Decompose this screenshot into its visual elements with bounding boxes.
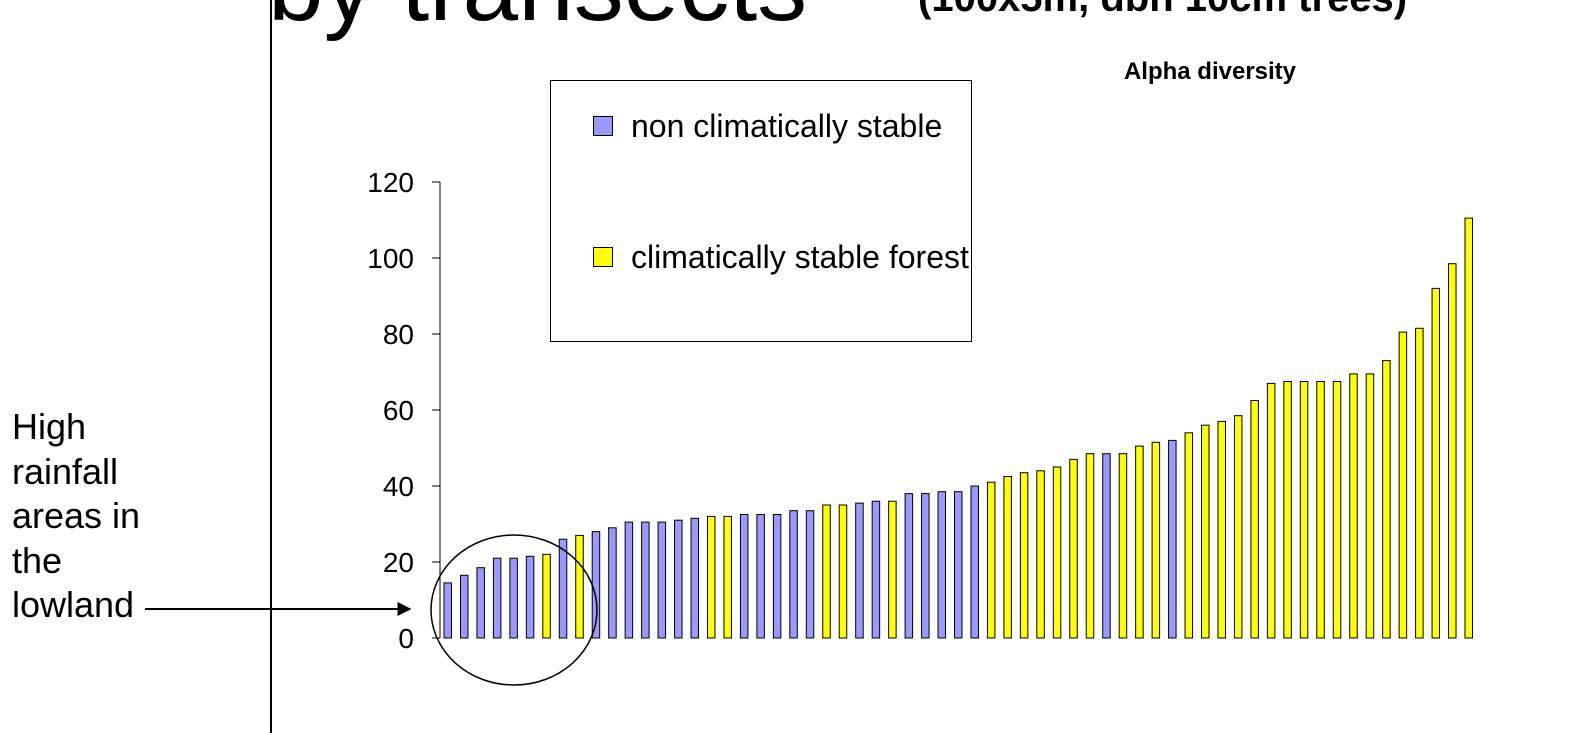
bar bbox=[1365, 373, 1375, 639]
bar bbox=[1415, 327, 1424, 639]
y-axis: 0 20 40 60 80 100 120 bbox=[367, 167, 441, 654]
bar bbox=[575, 534, 584, 639]
bar bbox=[888, 500, 897, 639]
bar bbox=[1464, 217, 1473, 639]
legend: non climatically stable climatically sta… bbox=[550, 80, 972, 342]
bar bbox=[1382, 360, 1391, 639]
bar bbox=[1398, 331, 1408, 639]
bar bbox=[937, 491, 947, 639]
bar bbox=[789, 510, 798, 639]
bar bbox=[690, 517, 700, 639]
bar bbox=[558, 538, 568, 639]
bar bbox=[739, 514, 749, 639]
slide-title: by transects bbox=[268, 0, 807, 36]
bar bbox=[1069, 458, 1078, 639]
y-tick-label: 0 bbox=[398, 623, 414, 654]
bar bbox=[1266, 382, 1276, 639]
bar bbox=[871, 500, 881, 639]
bar bbox=[542, 553, 551, 639]
bar bbox=[1085, 453, 1095, 639]
bar bbox=[1118, 453, 1128, 639]
bar bbox=[624, 521, 634, 639]
annotation-line: the bbox=[12, 539, 63, 581]
bar bbox=[608, 527, 617, 639]
legend-swatch-non-climatically-stable bbox=[593, 116, 613, 136]
bar bbox=[1036, 470, 1045, 639]
bar bbox=[1201, 424, 1210, 639]
annotation-line: rainfall bbox=[12, 450, 119, 492]
bar bbox=[1332, 381, 1342, 639]
bar bbox=[772, 514, 782, 639]
bar bbox=[1250, 400, 1259, 639]
legend-swatch-climatically-stable-forest bbox=[593, 247, 613, 267]
bar bbox=[954, 491, 963, 639]
bar bbox=[1233, 415, 1243, 639]
bar bbox=[723, 515, 732, 639]
bar bbox=[1102, 453, 1111, 639]
bar bbox=[1217, 420, 1226, 639]
legend-label-climatically-stable-forest: climatically stable forest bbox=[631, 239, 969, 275]
bar bbox=[805, 510, 815, 639]
bar bbox=[1135, 445, 1144, 639]
bar bbox=[1316, 381, 1325, 639]
bar bbox=[756, 514, 765, 639]
bar bbox=[525, 555, 535, 639]
highlight-circle bbox=[430, 534, 598, 686]
bar bbox=[674, 519, 683, 639]
annotation-line: lowland bbox=[12, 584, 135, 625]
y-tick-label: 20 bbox=[383, 547, 414, 578]
divider-line bbox=[270, 0, 272, 733]
bar bbox=[838, 504, 848, 639]
bar bbox=[1299, 381, 1309, 639]
bar bbox=[904, 493, 914, 639]
bar bbox=[822, 504, 831, 639]
annotation-line: High bbox=[12, 406, 87, 447]
bar bbox=[641, 521, 650, 639]
bar bbox=[1431, 287, 1441, 639]
bar bbox=[986, 481, 996, 639]
bar bbox=[1151, 441, 1161, 639]
side-annotation: High rainfall areas in the lowland bbox=[12, 405, 212, 628]
bar bbox=[921, 493, 930, 639]
y-tick-label: 100 bbox=[367, 243, 414, 274]
bar bbox=[1168, 439, 1177, 639]
slide-subtitle: (100x5m, dbh 10cm trees) bbox=[918, 0, 1407, 20]
legend-label-non-climatically-stable: non climatically stable bbox=[631, 108, 943, 144]
bar bbox=[855, 502, 864, 639]
y-tick-label: 80 bbox=[383, 319, 414, 350]
annotation-line: areas in bbox=[12, 495, 141, 536]
bar bbox=[492, 557, 502, 639]
bar bbox=[1184, 432, 1194, 639]
y-tick-label: 60 bbox=[383, 395, 414, 426]
bar bbox=[706, 515, 716, 639]
bar bbox=[1349, 373, 1358, 639]
bar bbox=[1019, 472, 1029, 639]
bar bbox=[657, 521, 667, 639]
chart-title: Alpha diversity bbox=[1123, 58, 1297, 85]
bar bbox=[459, 574, 469, 639]
bar bbox=[443, 582, 452, 639]
bar bbox=[1052, 466, 1062, 639]
bar bbox=[476, 567, 485, 639]
bar bbox=[1283, 381, 1292, 639]
bar bbox=[1003, 476, 1012, 639]
y-tick-label: 40 bbox=[383, 471, 414, 502]
bars bbox=[443, 217, 1473, 639]
y-tick-label: 120 bbox=[367, 167, 414, 198]
bar bbox=[1448, 263, 1457, 639]
bar bbox=[970, 485, 979, 639]
bar bbox=[509, 557, 518, 639]
